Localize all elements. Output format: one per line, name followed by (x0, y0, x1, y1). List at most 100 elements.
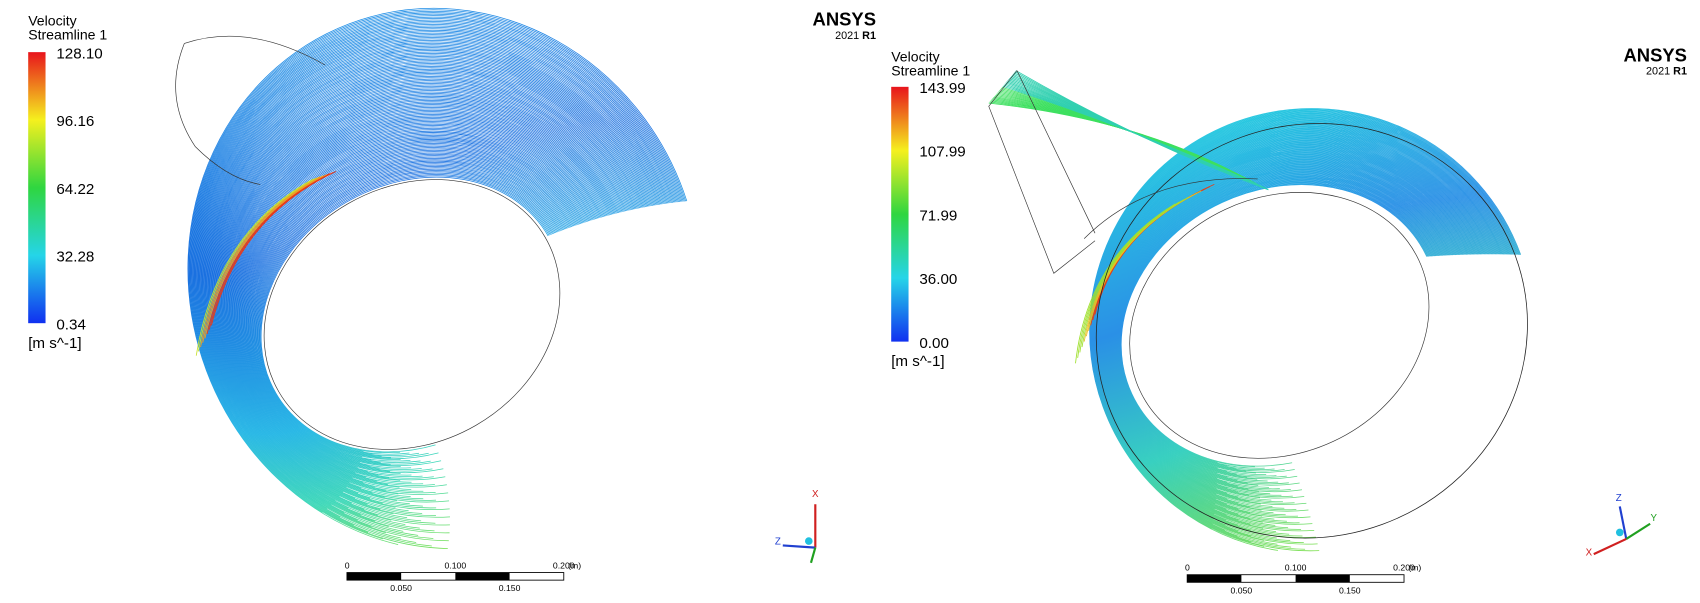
fast-streamline (206, 173, 330, 335)
streamline (201, 44, 674, 530)
streamline (250, 156, 582, 464)
streamline (212, 71, 653, 514)
streamline (187, 7, 702, 552)
streamline (203, 48, 671, 528)
legend-title: Velocity (891, 48, 940, 64)
streamline (225, 100, 630, 497)
streamline (215, 78, 647, 510)
legend-tick: 0.00 (919, 335, 949, 352)
scale-label: 0.150 (1339, 585, 1361, 595)
triad-axis (782, 544, 816, 549)
fast-streamline (208, 172, 334, 330)
streamline (218, 84, 642, 506)
streamline (254, 163, 576, 460)
fast-streamline (1079, 199, 1185, 353)
streamline (211, 67, 656, 516)
streamline (204, 50, 670, 527)
legend-tick: 71.99 (919, 207, 957, 224)
streamline (246, 147, 590, 470)
streamlines (175, 7, 1535, 554)
streamline (197, 34, 682, 536)
streamline (224, 98, 631, 498)
legend-title: Velocity (28, 12, 77, 28)
legend-tick: 107.99 (919, 144, 965, 161)
streamline (248, 152, 585, 467)
streamline (236, 126, 608, 482)
streamline (188, 10, 700, 550)
streamline (198, 35, 681, 535)
legend-tick: 128.10 (56, 45, 102, 62)
scale-bar-segment (455, 572, 510, 581)
streamline (249, 153, 584, 466)
scale-bar-segment (346, 572, 402, 581)
color-bar (891, 86, 909, 342)
streamline (195, 28, 686, 540)
streamline (226, 102, 627, 495)
fast-streamline (210, 171, 337, 326)
streamline (205, 54, 666, 524)
streamline (234, 121, 612, 485)
inlet-outline (988, 70, 1258, 274)
logo-release: R1 (862, 30, 876, 42)
scale-label: 0.050 (390, 583, 412, 593)
triad-axis (809, 547, 817, 564)
streamline (197, 32, 683, 537)
streamline (230, 112, 619, 490)
scale-label: 0.200 (1393, 563, 1415, 573)
streamline (245, 144, 592, 471)
streamline (241, 136, 599, 476)
streamline (1089, 108, 1535, 554)
streamline (240, 134, 601, 477)
streamline (258, 171, 569, 456)
streamline (199, 38, 679, 534)
streamline (227, 105, 625, 494)
logo-year: 2021 (1646, 66, 1673, 78)
streamline (190, 15, 696, 548)
streamline (210, 65, 657, 517)
streamline (208, 60, 662, 521)
streamline (217, 81, 645, 508)
logo-year: 2021 (835, 30, 862, 42)
streamline (209, 63, 660, 519)
streamline (252, 159, 579, 463)
streamline (218, 85, 641, 505)
fast-streamline (1077, 201, 1180, 358)
scale-label: 0.050 (1231, 585, 1253, 595)
streamline (241, 137, 598, 475)
scale-unit: (m) (568, 560, 581, 570)
triad-label: X (812, 489, 819, 500)
streamline (251, 158, 581, 463)
fast-streamline (195, 178, 314, 356)
streamline (214, 75, 649, 511)
streamline (220, 90, 638, 503)
scale-label: 0.150 (499, 583, 521, 593)
triad-origin (1615, 528, 1624, 537)
scale-label: 0 (345, 560, 350, 570)
fast-streamline (202, 175, 324, 343)
streamline (255, 166, 573, 459)
triad-axis (1593, 537, 1627, 556)
streamline (233, 119, 614, 486)
streamline (254, 164, 575, 460)
inlet-outline (175, 35, 326, 185)
triad-label: Z (1616, 493, 1622, 504)
logo-version: 2021 R1 (835, 30, 876, 42)
streamline (202, 47, 672, 529)
streamline (238, 129, 605, 480)
streamline (193, 22, 691, 543)
fast-streamline (200, 176, 321, 348)
streamline (207, 57, 664, 522)
streamline (213, 73, 652, 513)
fast-streamline (197, 177, 317, 352)
streamline (232, 116, 616, 487)
streamline (219, 87, 640, 505)
streamline (252, 160, 578, 462)
streamline (221, 92, 636, 501)
streamline (228, 108, 623, 492)
volute-outline (1095, 123, 1528, 539)
streamline (231, 114, 618, 489)
streamline (221, 91, 637, 502)
legend-subtitle: Streamline 1 (891, 62, 970, 78)
